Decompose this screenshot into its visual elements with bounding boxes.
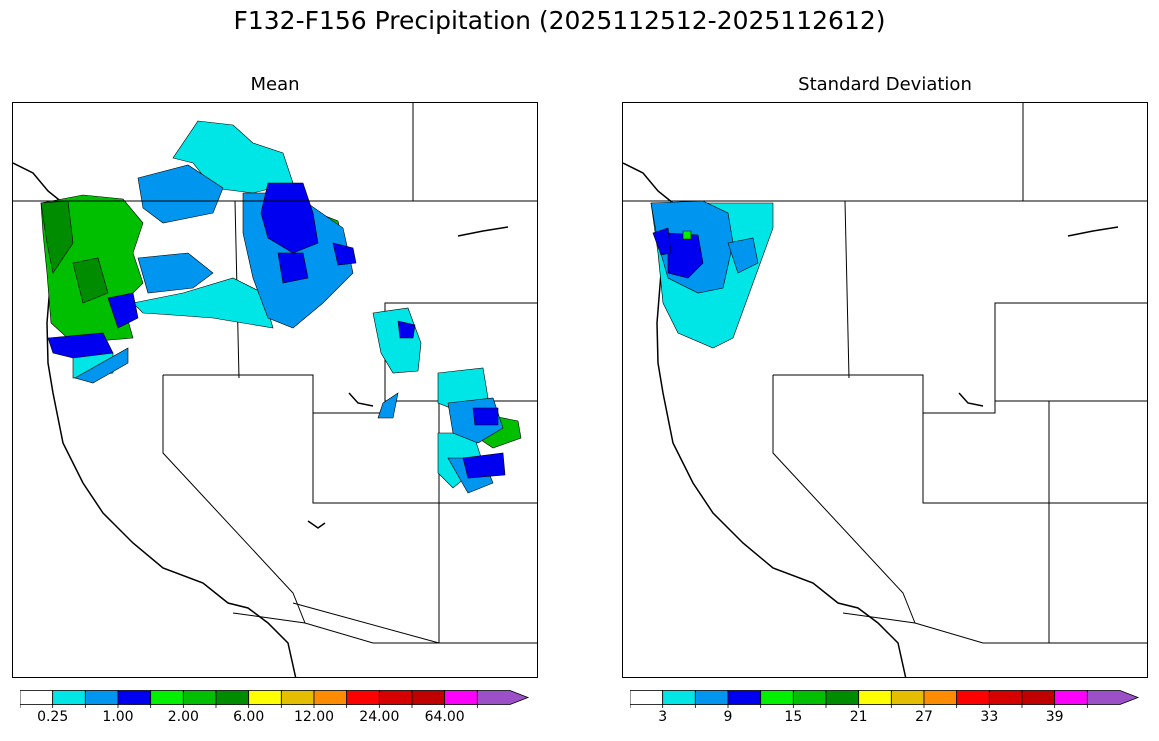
panel-title-mean: Mean — [250, 74, 300, 95]
colorbar-segment — [727, 690, 762, 705]
map-stddev-svg — [623, 103, 1147, 677]
colorbar-segment — [825, 690, 860, 705]
basin-fill-navy — [652, 227, 704, 279]
colorbar-segment — [890, 690, 925, 705]
map-mean — [12, 102, 538, 678]
colorbar-segment — [378, 690, 413, 705]
panel-title-stddev: Standard Deviation — [798, 74, 972, 95]
colorbar-segment — [956, 690, 990, 705]
colorbar-segment — [182, 690, 217, 705]
colorbar-label: 3 — [658, 709, 668, 725]
colorbar-segment — [1021, 690, 1056, 705]
colorbar-segment — [760, 690, 794, 705]
figure-title: F132-F156 Precipitation (2025112512-2025… — [233, 6, 886, 35]
colorbar-label: 2.00 — [167, 709, 199, 725]
map-mean-svg — [13, 103, 537, 677]
colorbar-segment — [117, 690, 152, 705]
colorbar-label: 12.00 — [293, 709, 335, 725]
colorbar-segment — [52, 690, 86, 705]
map-stddev — [622, 102, 1148, 678]
colorbar-segment — [662, 690, 696, 705]
colorbar-segment — [346, 690, 380, 705]
colorbar-label: 15 — [784, 709, 803, 725]
colorbar-segment — [1054, 690, 1088, 705]
colorbar-segment — [248, 690, 282, 705]
colorbar-segment — [150, 690, 184, 705]
colorbar-extend-triangle — [1086, 690, 1140, 705]
colorbar-stddev-svg — [630, 690, 1140, 708]
colorbar-label: 1.00 — [102, 709, 134, 725]
colorbar-segment — [313, 690, 348, 705]
colorbar-segment — [630, 690, 664, 705]
state-borders — [623, 103, 1147, 644]
colorbar-label: 0.25 — [37, 709, 69, 725]
colorbar-segment — [444, 690, 478, 705]
colorbar-mean: 0.25 1.00 2.00 6.00 12.00 24.00 64.00 — [20, 690, 530, 730]
colorbar-segment — [411, 690, 446, 705]
colorbar-mean-svg — [20, 690, 530, 708]
colorbar-segment — [694, 690, 729, 705]
basin-fill-darkgreen — [40, 200, 109, 304]
colorbar-segment — [858, 690, 892, 705]
colorbar-extend-triangle — [476, 690, 530, 705]
colorbar-segment — [280, 690, 315, 705]
colorbar-label: 21 — [849, 709, 868, 725]
colorbar-label: 33 — [980, 709, 999, 725]
colorbar-segment — [988, 690, 1023, 705]
colorbar-segment — [923, 690, 958, 705]
colorbar-label: 6.00 — [233, 709, 265, 725]
colorbar-segment — [215, 690, 250, 705]
colorbar-stddev: 3 9 15 21 27 33 39 — [630, 690, 1140, 730]
colorbar-label: 9 — [723, 709, 733, 725]
colorbar-segment — [84, 690, 119, 705]
colorbar-label: 27 — [915, 709, 933, 725]
colorbar-segment — [792, 690, 827, 705]
colorbar-segment — [20, 690, 54, 705]
colorbar-label: 39 — [1045, 709, 1064, 725]
basin-fill-green — [682, 230, 692, 240]
colorbar-label: 64.00 — [424, 709, 465, 725]
colorbar-label: 24.00 — [359, 709, 400, 725]
